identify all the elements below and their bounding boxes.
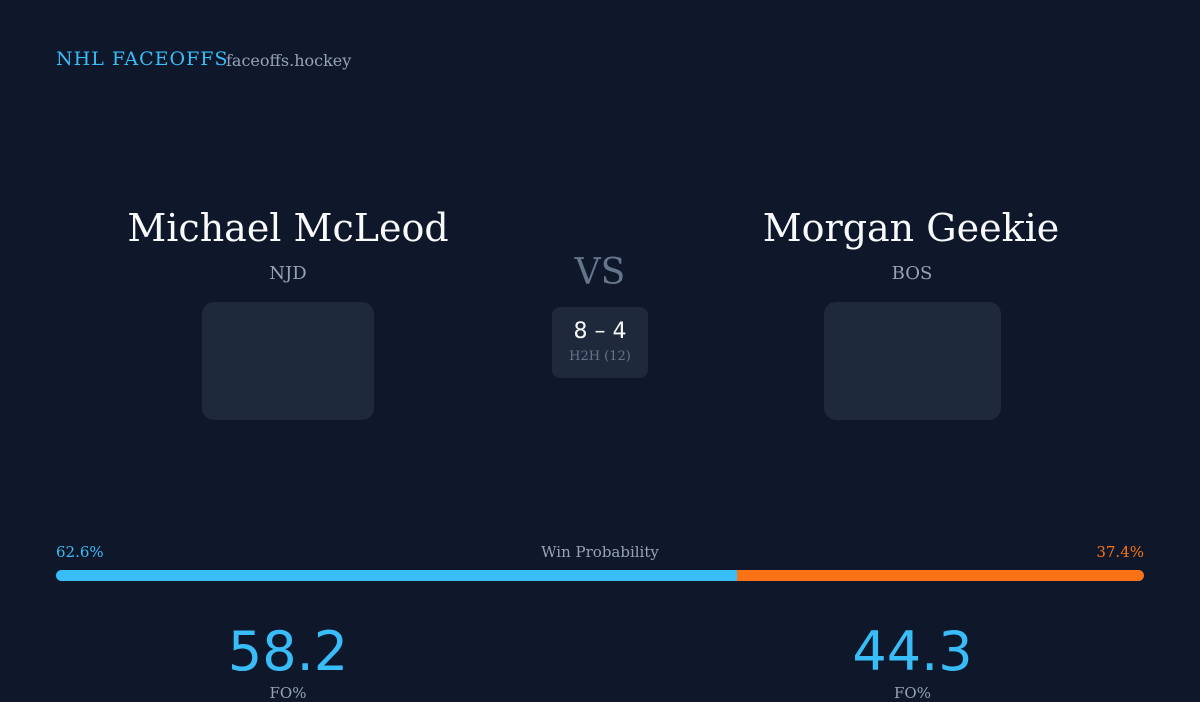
win-prob-segment bbox=[737, 570, 1144, 581]
win-prob-segment bbox=[56, 570, 738, 581]
h2h-record: 8 – 4 bbox=[573, 319, 627, 344]
team: BOS bbox=[891, 263, 933, 284]
fo-label: FO% bbox=[894, 684, 931, 702]
fo-pct: 58.2 bbox=[227, 620, 349, 683]
h2h-box: 8 – 4 H2H (12) bbox=[552, 307, 648, 378]
stat-box: 58.2 FO% bbox=[202, 302, 374, 702]
fo-pct: 44.3 bbox=[852, 620, 973, 683]
team: NJD bbox=[269, 263, 307, 284]
fo-label: FO% bbox=[269, 684, 307, 702]
win-prob-title: Win Probability bbox=[541, 543, 659, 561]
win-prob-bar bbox=[56, 570, 1144, 581]
player-name: Michael McLeod bbox=[127, 206, 449, 250]
site: faceoffs.hockey bbox=[226, 51, 352, 70]
stat-box: 44.3 FO% bbox=[824, 302, 1001, 702]
h2h-label: H2H (12) bbox=[569, 349, 631, 364]
win-prob-label: 62.6% bbox=[56, 543, 104, 561]
card: NHL FACEOFFS faceoffs.hockey Michael McL… bbox=[56, 48, 1144, 702]
player-name: Morgan Geekie bbox=[762, 206, 1060, 250]
win-prob-label: 37.4% bbox=[1096, 543, 1144, 561]
versus: VS bbox=[574, 252, 626, 293]
brand: NHL FACEOFFS bbox=[56, 48, 229, 70]
